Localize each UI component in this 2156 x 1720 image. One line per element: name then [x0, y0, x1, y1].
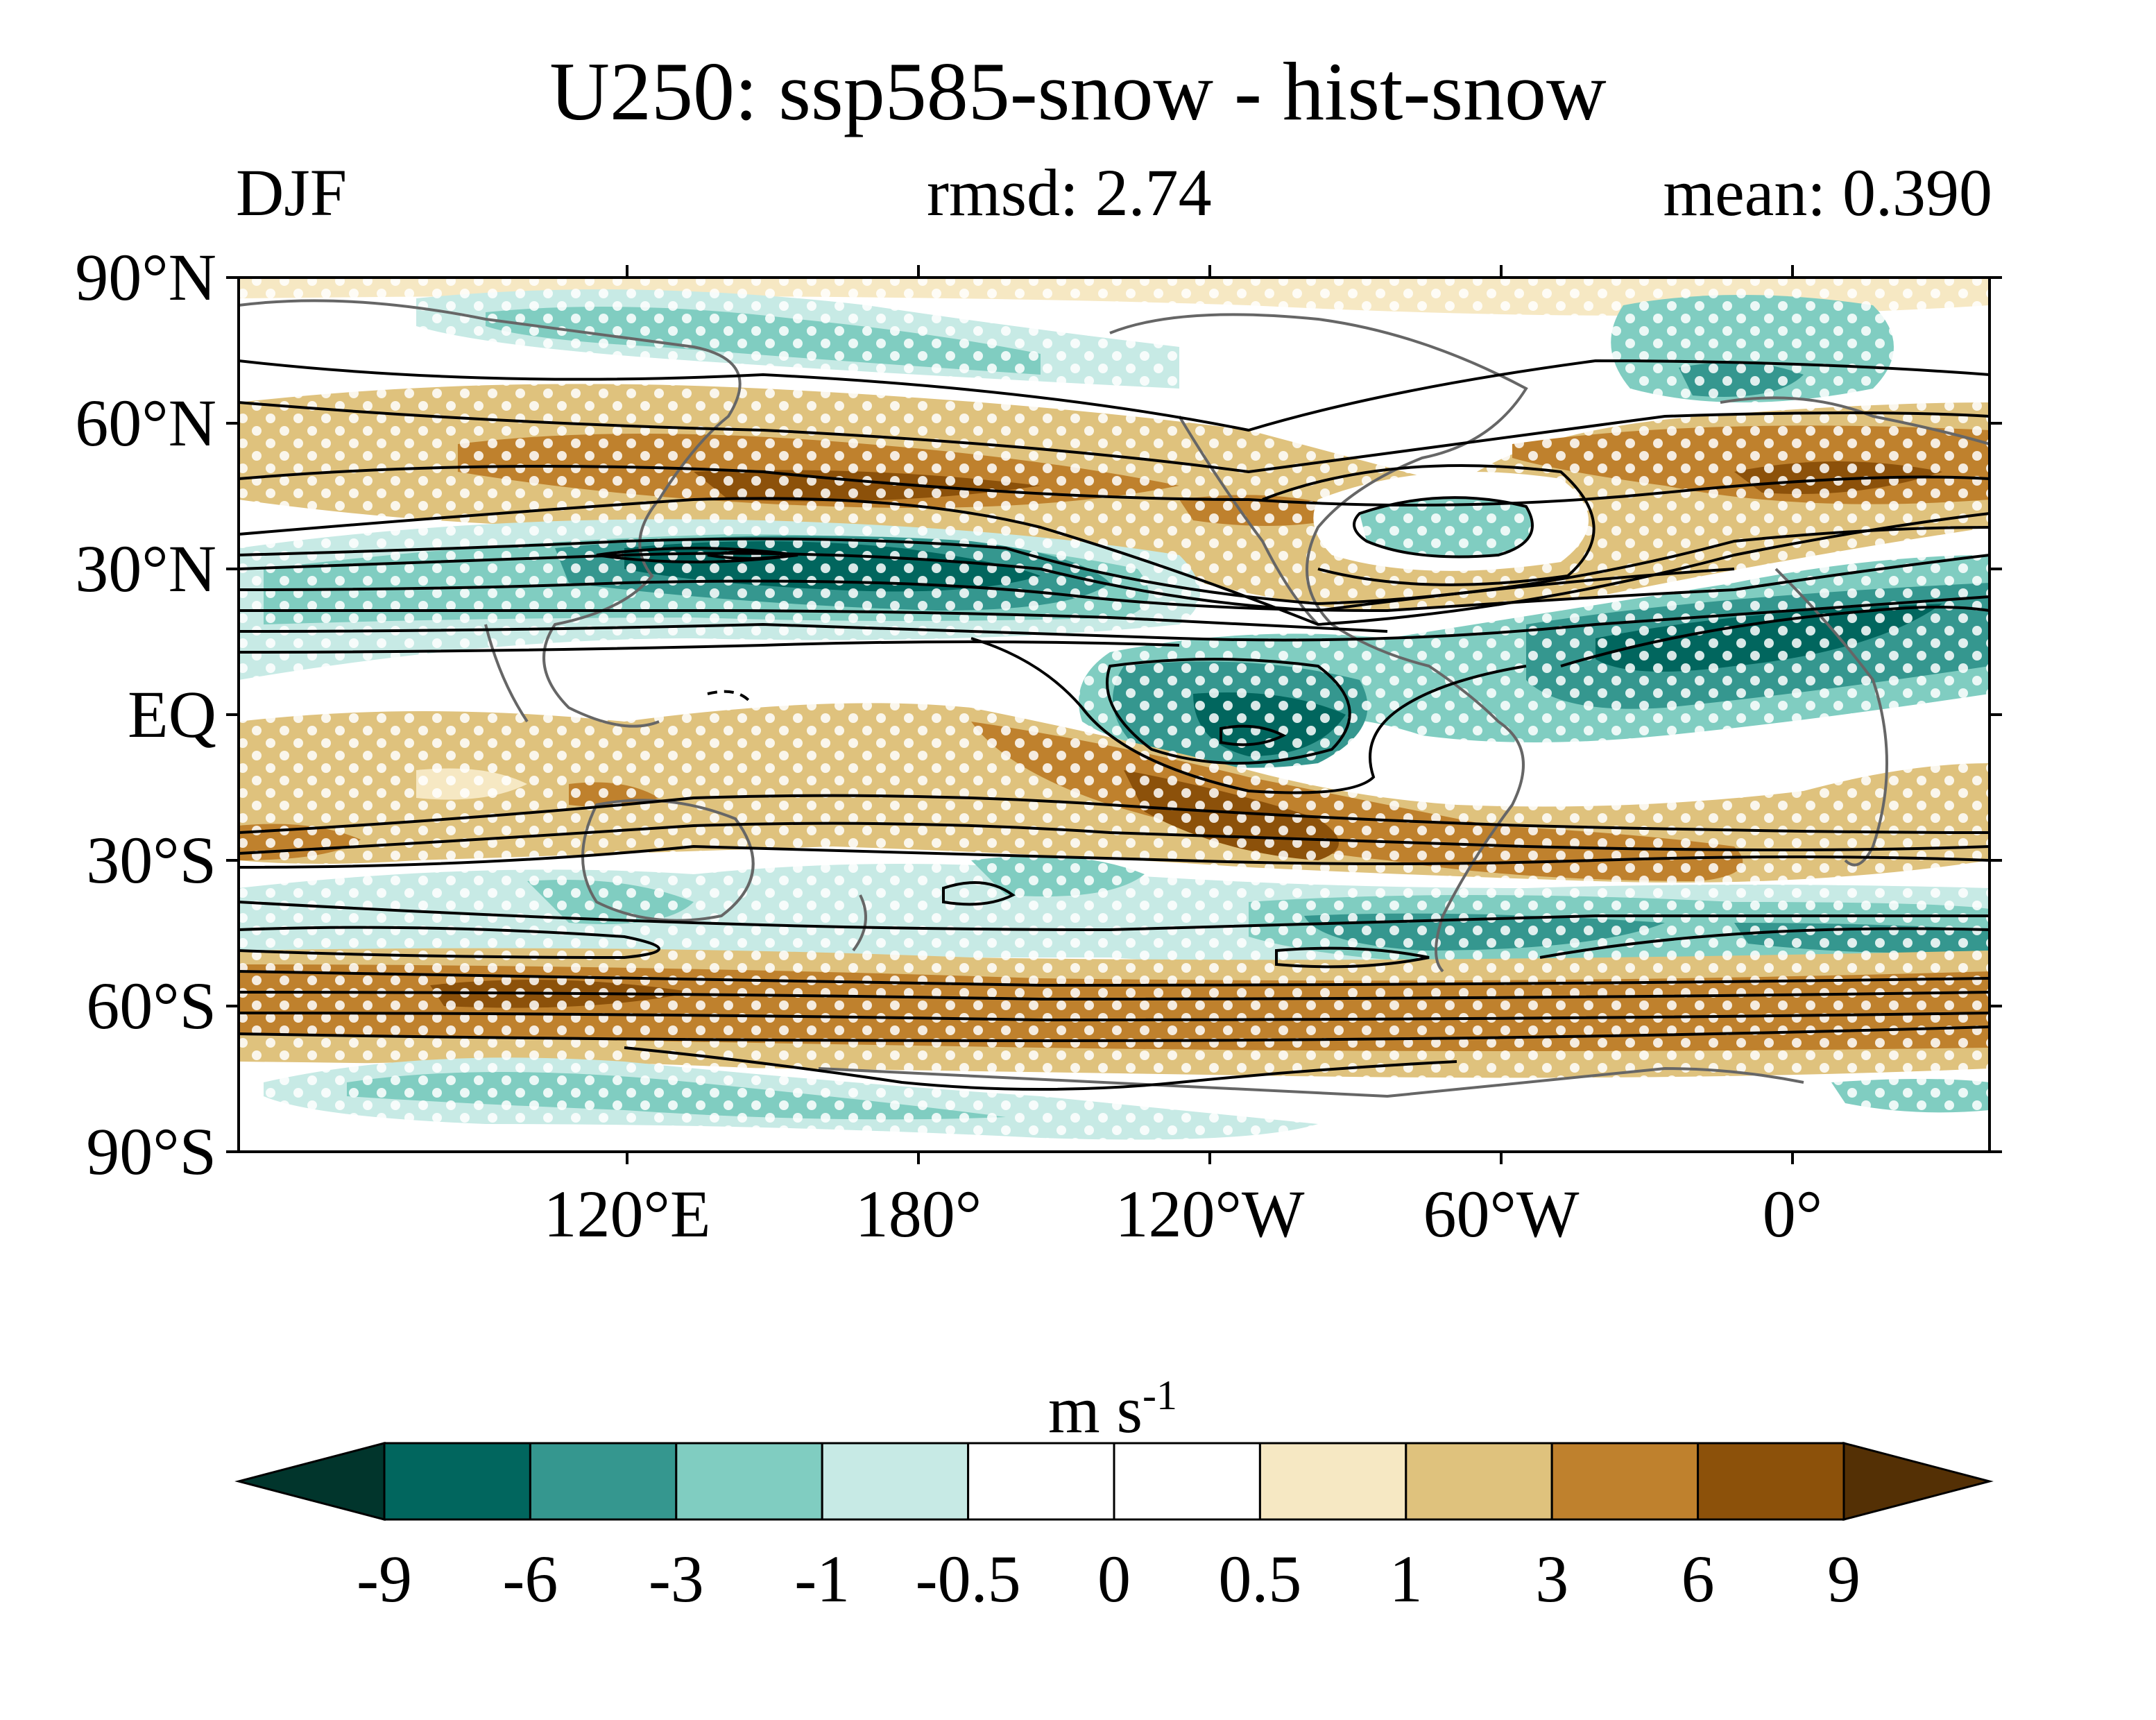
colorbar-tick-label: -3	[648, 1542, 704, 1616]
colorbar-box	[1405, 1442, 1553, 1521]
colorbar-tick-label: 0	[1097, 1542, 1131, 1616]
colorbar-tick-label: 9	[1827, 1542, 1860, 1616]
lat-label: 60°N	[75, 386, 216, 460]
colorbar-box	[967, 1442, 1115, 1521]
colorbar-box	[1697, 1442, 1845, 1521]
lat-label: 30°S	[86, 823, 216, 897]
colorbar-box	[675, 1442, 823, 1521]
colorbar-box	[821, 1442, 970, 1521]
lat-label: 30°N	[75, 531, 216, 606]
colorbar-unit-exponent: -1	[1143, 1372, 1177, 1418]
lat-label: 90°S	[86, 1114, 216, 1189]
climatology-contours	[239, 359, 1990, 1091]
colorbar	[234, 1442, 1994, 1521]
colorbar-tick-label: 3	[1535, 1542, 1569, 1616]
map-panel	[239, 278, 1990, 1152]
colorbar-tick-label: -9	[357, 1542, 412, 1616]
lon-label: 60°W	[1423, 1177, 1580, 1251]
lon-label: 0°	[1762, 1177, 1823, 1251]
map-ticks	[226, 265, 2002, 1164]
colorbar-box	[529, 1442, 678, 1521]
colorbar-tick-label: 1	[1389, 1542, 1423, 1616]
colorbar-box	[383, 1442, 531, 1521]
lat-label: 90°N	[75, 240, 216, 314]
colorbar-box	[1113, 1442, 1261, 1521]
lon-label: 120°E	[543, 1177, 711, 1251]
colorbar-extend-high	[1842, 1442, 1994, 1521]
colorbar-box	[1550, 1442, 1700, 1521]
lon-label: 180°	[855, 1177, 982, 1251]
colorbar-box	[1258, 1442, 1408, 1521]
colorbar-unit: m s-1	[905, 1357, 1321, 1448]
colorbar-tick-label: -1	[794, 1542, 850, 1616]
colorbar-unit-base: m s	[1047, 1372, 1143, 1447]
figure-title: U250: ssp585-snow - hist-snow	[549, 45, 1607, 137]
colorbar-tick-label: -0.5	[915, 1542, 1021, 1616]
significance-stippling	[239, 278, 1990, 1152]
season-label: DJF	[236, 155, 348, 230]
mean-label: mean: 0.390	[1663, 155, 1992, 230]
colorbar-tick-label: -6	[502, 1542, 558, 1616]
rmsd-label: rmsd: 2.74	[927, 155, 1212, 230]
lat-label: 60°S	[86, 969, 216, 1043]
colorbar-extend-low	[234, 1442, 386, 1521]
colorbar-tick-label: 0.5	[1218, 1542, 1302, 1616]
lon-label: 120°W	[1115, 1177, 1305, 1251]
colorbar-tick-label: 6	[1681, 1542, 1715, 1616]
lat-label: EQ	[128, 677, 216, 751]
